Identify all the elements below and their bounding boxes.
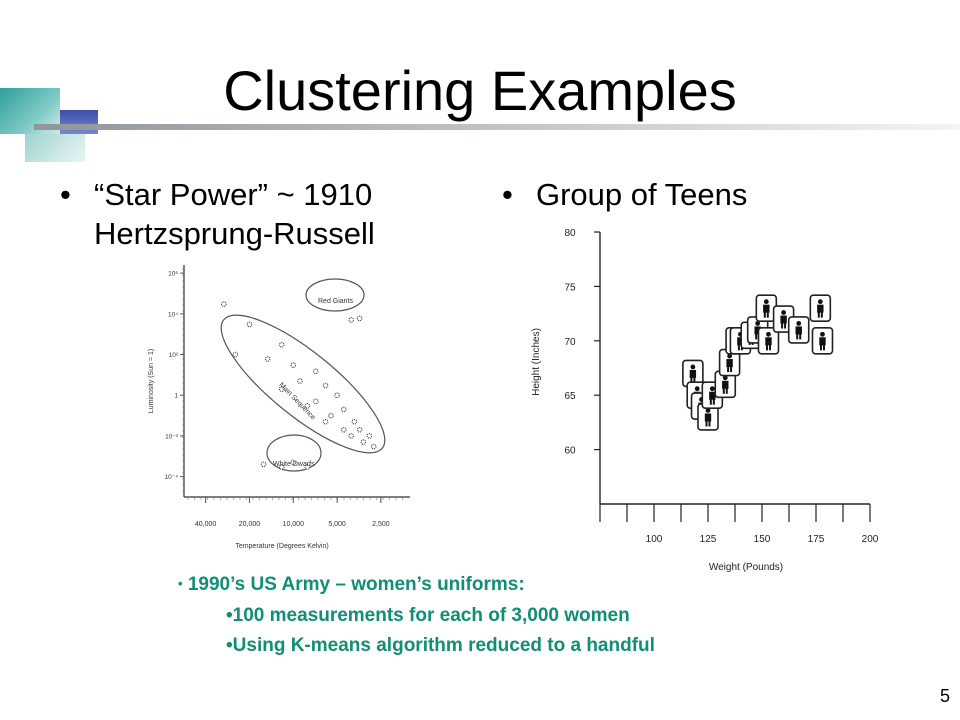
hr-x-tick-label: 10,000 xyxy=(283,521,305,528)
hr-x-tick-label: 40,000 xyxy=(195,521,217,528)
teen-point xyxy=(757,327,780,355)
bullet-group-of-teens: • Group of Teens xyxy=(502,176,902,216)
hr-point xyxy=(322,418,329,425)
hr-diagram-chart: 10⁶ 10⁴ 10² 1 10⁻² 10⁻⁴ 40,000 20,000 10,000 5,0… xyxy=(148,265,410,550)
hr-x-tick-label: 2,500 xyxy=(372,521,390,528)
hr-point xyxy=(356,427,363,433)
teen-point xyxy=(718,348,741,377)
teen-point xyxy=(811,327,834,355)
main-sequence-label: Main Sequence xyxy=(278,382,317,422)
hr-x-tick-labels: 40,000 20,000 10,000 5,000 2,500 xyxy=(195,521,390,528)
hr-cluster-ellipses xyxy=(220,278,386,472)
hr-x-tick-label: 5,000 xyxy=(328,521,346,528)
hr-ticks xyxy=(180,268,403,503)
teens-x-tick-label: 125 xyxy=(700,534,717,545)
teens-y-tick-label: 70 xyxy=(564,337,576,348)
teens-x-tick-label: 175 xyxy=(808,534,825,545)
hr-y-tick-label: 10⁶ xyxy=(168,271,178,278)
bullet-dot: • xyxy=(60,177,71,212)
hr-x-tick-label: 20,000 xyxy=(239,521,261,528)
hr-y-tick-label: 1 xyxy=(174,393,178,400)
hr-point xyxy=(322,382,329,389)
hr-y-tick-label: 10⁴ xyxy=(168,311,178,318)
teens-y-tick-label: 65 xyxy=(564,391,576,402)
teens-x-tick-label: 200 xyxy=(862,534,879,545)
note-main: 1990’s US Army – women’s uniforms: xyxy=(187,574,525,595)
hr-point xyxy=(304,464,311,470)
teen-point xyxy=(787,316,810,344)
red-giants-ellipse xyxy=(305,278,365,312)
bullet-line-2: Hertzsprung-Russell xyxy=(94,216,375,251)
bullet-star-power: • “Star Power” ~ 1910 Hertzsprung-Russel… xyxy=(60,176,460,256)
teens-x-tick-label: 100 xyxy=(646,534,663,545)
hr-point xyxy=(290,362,297,368)
teen-point xyxy=(714,370,737,399)
hr-point xyxy=(370,443,377,450)
hr-point xyxy=(356,315,363,322)
bullet-line-1: “Star Power” ~ 1910 xyxy=(94,177,373,212)
bullet-text: Group of Teens xyxy=(536,177,748,212)
hr-point xyxy=(278,342,285,348)
hr-point xyxy=(313,398,319,405)
hr-y-tick-label: 10² xyxy=(169,352,179,359)
hr-point xyxy=(278,386,285,392)
teens-y-tick-label: 75 xyxy=(564,282,576,293)
hr-point xyxy=(366,433,373,439)
teens-x-tick-labels: 100 125 150 175 200 xyxy=(646,534,879,545)
teens-xlabel: Weight (Pounds) xyxy=(709,562,783,573)
hr-points xyxy=(221,301,377,470)
hr-y-tick-label: 10⁻² xyxy=(165,433,179,440)
hr-point xyxy=(297,378,303,384)
teens-y-tick-label: 60 xyxy=(564,446,576,457)
white-dwarfs-ellipse xyxy=(266,434,322,472)
teens-y-tick-label: 80 xyxy=(564,228,576,239)
hr-point xyxy=(360,439,367,445)
teens-chart: 60 65 70 75 80 100 125 150 175 200 Height (Inche… xyxy=(531,228,879,573)
hr-point xyxy=(313,368,319,375)
hr-point xyxy=(264,356,271,362)
teens-ylabel: Height (Inches) xyxy=(531,328,542,396)
white-dwarfs-label: White Dwarfs xyxy=(273,461,315,468)
army-note-sub-2: •Using K-means algorithm reduced to a ha… xyxy=(226,635,655,656)
hr-point xyxy=(348,317,354,323)
hr-axes xyxy=(183,265,410,498)
hr-point xyxy=(328,412,334,419)
army-note: • 1990’s US Army – women’s uniforms: xyxy=(178,572,818,598)
main-sequence-ellipse xyxy=(220,314,386,454)
hr-point xyxy=(351,418,358,425)
teens-y-tick-labels: 60 65 70 75 80 xyxy=(564,228,576,457)
bullet-dot: • xyxy=(502,177,513,212)
slide-number: 5 xyxy=(939,686,950,706)
hr-point xyxy=(221,301,227,307)
red-giants-label: Red Giants xyxy=(318,298,354,305)
hr-point xyxy=(340,406,347,413)
teens-x-tick-label: 150 xyxy=(754,534,771,545)
note-bullet: • xyxy=(178,576,183,591)
army-note-sub-1: •100 measurements for each of 3,000 wome… xyxy=(226,605,630,626)
teens-points xyxy=(682,294,834,431)
teens-ticks xyxy=(594,231,871,522)
hr-point xyxy=(290,459,297,466)
page-title: Clustering Examples xyxy=(223,59,737,122)
hr-point xyxy=(232,351,239,358)
hr-point xyxy=(278,464,285,470)
teen-point xyxy=(809,294,832,322)
hr-point xyxy=(334,392,340,399)
hr-point xyxy=(246,321,253,328)
hr-y-tick-labels: 10⁶ 10⁴ 10² 1 10⁻² 10⁻⁴ xyxy=(165,271,179,482)
decor-blue-square xyxy=(60,110,98,134)
decor-light-square xyxy=(25,134,85,162)
hr-point xyxy=(260,461,267,468)
hr-point xyxy=(348,433,354,439)
hr-xlabel: Temperature (Degrees Kelvin) xyxy=(235,543,328,550)
title-underline xyxy=(34,124,960,130)
hr-point xyxy=(340,427,347,433)
hr-point xyxy=(304,403,311,409)
hr-ylabel: Luminosity (Sun = 1) xyxy=(148,349,155,413)
hr-y-tick-label: 10⁻⁴ xyxy=(165,474,179,481)
